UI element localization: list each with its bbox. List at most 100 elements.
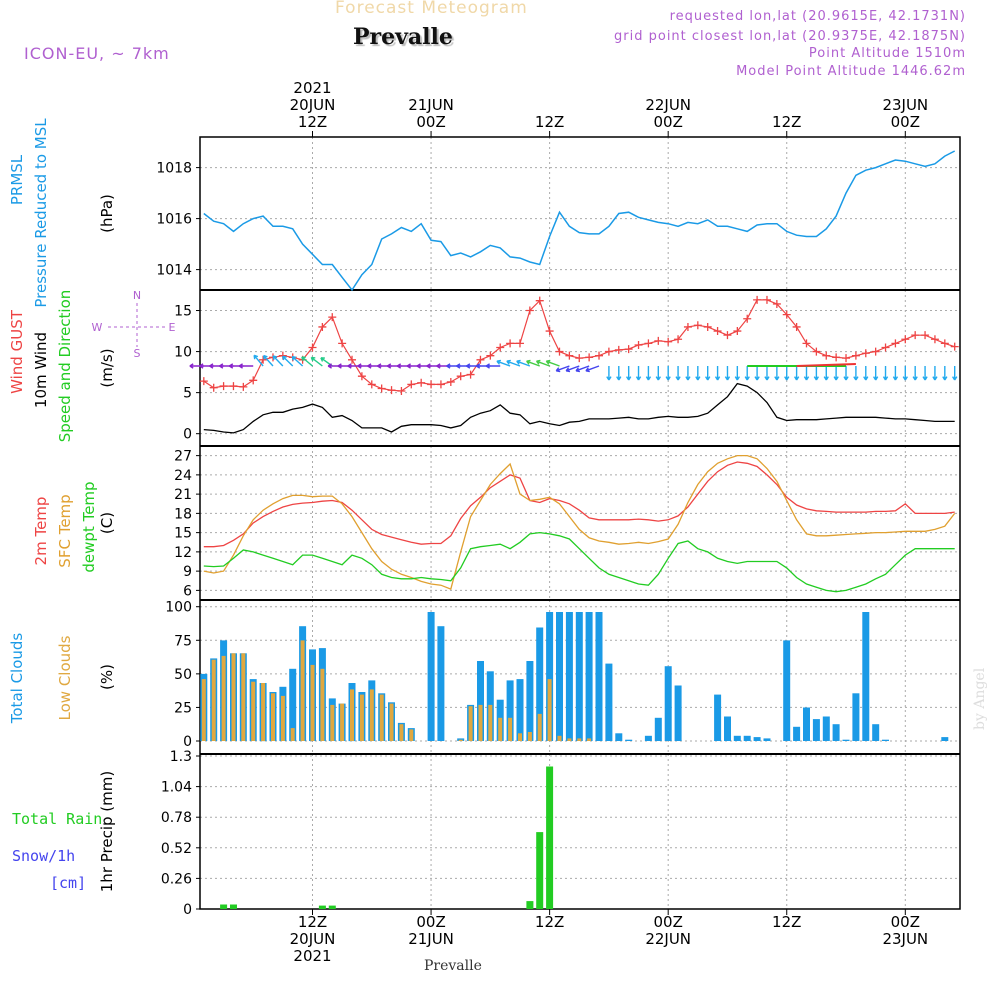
total-cloud-bar [615, 733, 623, 741]
total-cloud-bar [724, 716, 731, 741]
gust-marker [367, 380, 376, 389]
gust-marker [199, 377, 208, 386]
gust-marker [555, 347, 564, 356]
top-date-label: 23JUN [882, 96, 928, 114]
gust-marker [624, 345, 633, 354]
y-tick-label: 24 [174, 468, 192, 484]
top-hour-label: 00Z [416, 113, 445, 131]
y-tick-label: 27 [174, 449, 192, 465]
gust-marker [535, 296, 544, 305]
wind-arrow-icon [744, 365, 750, 381]
low-cloud-bar [271, 693, 275, 741]
wind-arrow-icon [506, 359, 521, 367]
y-tick-label: 18 [174, 506, 192, 522]
compass-north: N [133, 289, 141, 302]
y-tick-label: 0 [183, 902, 192, 918]
wind-arrow-icon [833, 365, 839, 381]
total-cloud-bar [289, 668, 297, 741]
wind-arrow-icon [675, 365, 681, 381]
wind-arrow-icon [545, 359, 560, 367]
gust-marker [940, 339, 949, 348]
total-cloud-bar [654, 717, 662, 741]
precip-bar [546, 766, 554, 909]
gust-marker [881, 343, 890, 352]
gust-marker [436, 380, 445, 389]
y-tick-label: 6 [183, 583, 192, 599]
total-cloud-bar [437, 626, 445, 741]
gust-marker [446, 377, 455, 386]
wind-arrow-icon [764, 365, 770, 381]
gust-marker [644, 339, 653, 348]
top-hour-label: 00Z [653, 113, 682, 131]
compass-east: E [169, 321, 176, 334]
wind-arrow-icon [606, 366, 612, 381]
panel-wind: 0 5 10 15 (m/s) [98, 290, 960, 446]
y-tick-label: 12 [174, 545, 192, 561]
compass-south: S [134, 347, 141, 360]
gust-marker [308, 343, 317, 352]
low-clouds-label: Low Clouds [56, 635, 74, 720]
gust-marker [733, 327, 742, 336]
gust-marker [476, 355, 485, 364]
wind-arrow-band [796, 363, 856, 367]
low-cloud-bar [369, 689, 374, 741]
temp-line-1 [203, 454, 956, 590]
wind-arrow-icon [535, 359, 550, 367]
bottom-hour-label: 00Z [891, 913, 920, 931]
wind-arrow-icon [823, 365, 829, 381]
gust-marker [239, 382, 248, 391]
footer-place: Prevalle [424, 958, 482, 974]
wind-arrow-icon [774, 365, 780, 381]
wind-arrow-icon [635, 365, 642, 381]
wind-arrow-icon [485, 363, 501, 369]
y-tick-label: 50 [174, 667, 192, 683]
y-tick-label: 1018 [156, 161, 192, 177]
top-hour-label: 12Z [535, 113, 564, 131]
low-cloud-bar [201, 679, 206, 741]
top-hour-label: 00Z [891, 113, 920, 131]
total-cloud-bar [526, 661, 534, 741]
gust-marker [565, 351, 574, 360]
wind-arrow-icon [714, 365, 721, 381]
wind-arrow-icon [655, 366, 661, 381]
gust-marker [802, 339, 811, 348]
gust-marker [871, 347, 880, 356]
total-cloud-bar [803, 707, 810, 741]
y-axis-label: (m/s) [98, 348, 116, 387]
wind-arrow-icon [705, 366, 711, 381]
gust-marker [338, 339, 347, 348]
gust-marker [753, 295, 762, 304]
gust-marker [792, 322, 801, 331]
gust-marker [772, 299, 781, 308]
gust-marker [377, 384, 386, 393]
gust-marker [693, 321, 702, 330]
compass-west: W [92, 321, 103, 334]
bottom-date-label: 21JUN [408, 930, 454, 948]
gust-marker [634, 341, 643, 350]
total-cloud-bar [674, 685, 682, 741]
wind-arrow-icon [922, 365, 928, 381]
wind-arrow-icon [291, 355, 304, 367]
y-tick-label: 15 [174, 526, 192, 542]
bottom-hour-label: 12Z [772, 913, 801, 931]
wind-arrow-icon [496, 359, 511, 367]
wind-arrow-icon [616, 365, 622, 381]
low-cloud-bar [389, 703, 394, 741]
snow-label: Snow/1h [12, 847, 75, 865]
wind-arrow-icon [585, 365, 600, 373]
model-altitude: Model Point Altitude 1446.62m [736, 64, 966, 79]
temp-sfc-label: SFC Temp [56, 494, 74, 567]
y-tick-label: 75 [174, 633, 192, 649]
point-altitude: Point Altitude 1510m [808, 46, 966, 61]
gust-marker [427, 380, 436, 389]
low-cloud-bar [478, 704, 483, 741]
gust-marker [515, 339, 524, 348]
precip-bar [328, 905, 336, 909]
wind-gust-label: Wind GUST [8, 309, 26, 394]
wind-arrow-icon [516, 359, 531, 367]
wind-arrow-icon [665, 365, 671, 381]
rain-label: Total Rain [12, 810, 102, 828]
gust-marker [466, 370, 475, 379]
wind-arrow-icon [892, 365, 899, 381]
